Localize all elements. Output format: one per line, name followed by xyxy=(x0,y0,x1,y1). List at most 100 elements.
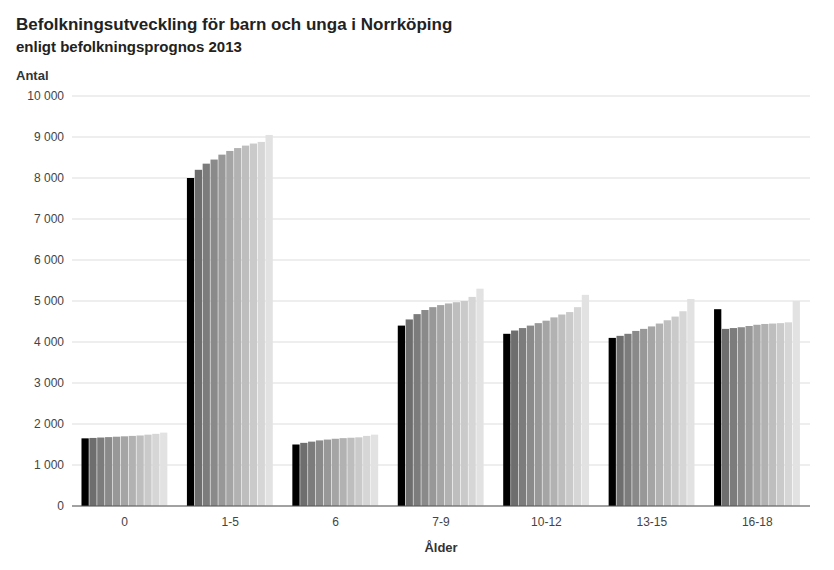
y-tick-label: 5 000 xyxy=(34,294,64,308)
x-tick-label: 16-18 xyxy=(742,515,773,529)
bar xyxy=(753,325,760,506)
x-axis: 01-567-910-1213-1516-18 xyxy=(72,506,810,529)
grid-line xyxy=(72,137,810,138)
bar xyxy=(616,336,623,506)
bar xyxy=(679,311,686,506)
bar xyxy=(316,440,323,506)
y-tick-label: 1 000 xyxy=(34,458,64,472)
bar xyxy=(664,320,671,506)
bar xyxy=(648,326,655,506)
bar xyxy=(160,433,167,506)
bar xyxy=(292,445,299,507)
x-tick-label: 13-15 xyxy=(637,515,668,529)
bar xyxy=(242,146,249,506)
bar xyxy=(632,331,639,506)
grid-line xyxy=(72,96,810,97)
bar xyxy=(730,328,737,506)
grid-line xyxy=(72,506,810,507)
bar xyxy=(656,324,663,506)
chart: Befolkningsutveckling för barn och unga … xyxy=(0,0,834,570)
bar xyxy=(687,299,694,506)
bar xyxy=(437,305,444,506)
bar xyxy=(722,329,729,506)
bar xyxy=(332,439,339,506)
bar xyxy=(550,317,557,506)
bar xyxy=(218,155,225,506)
bar xyxy=(129,436,136,506)
y-tick-label: 6 000 xyxy=(34,253,64,267)
bar xyxy=(761,324,768,506)
bar xyxy=(624,334,631,506)
bar xyxy=(137,435,144,506)
bar xyxy=(558,315,565,506)
bar xyxy=(535,323,542,506)
bar xyxy=(113,437,120,506)
bar xyxy=(250,144,257,506)
y-axis: 01 0002 0003 0004 0005 0006 0007 0008 00… xyxy=(27,89,810,513)
bar xyxy=(371,435,378,506)
bar xyxy=(609,338,616,506)
y-tick-label: 3 000 xyxy=(34,376,64,390)
bar xyxy=(738,327,745,506)
x-tick-label: 10-12 xyxy=(531,515,562,529)
grid-line xyxy=(72,301,810,302)
bar xyxy=(777,323,784,506)
x-tick-label: 6 xyxy=(332,515,339,529)
bar xyxy=(519,328,526,506)
y-tick-label: 0 xyxy=(57,499,64,513)
bar xyxy=(97,438,104,506)
bar xyxy=(640,329,647,506)
bar xyxy=(226,151,233,506)
x-axis-label: Ålder xyxy=(424,540,457,555)
bar xyxy=(355,437,362,506)
grid-line xyxy=(72,219,810,220)
x-tick-label: 7-9 xyxy=(432,515,450,529)
bar xyxy=(429,307,436,506)
bar xyxy=(347,438,354,506)
x-tick-label: 0 xyxy=(121,515,128,529)
bar xyxy=(152,434,159,506)
bar xyxy=(574,307,581,506)
bar xyxy=(714,309,721,506)
bar xyxy=(503,334,510,506)
bar xyxy=(793,301,800,506)
bar xyxy=(144,435,151,506)
bar xyxy=(210,160,217,506)
grid-line xyxy=(72,178,810,179)
bar xyxy=(81,438,88,506)
y-tick-label: 8 000 xyxy=(34,171,64,185)
y-axis-label: Antal xyxy=(16,68,49,83)
subtitle: enligt befolkningsprognos 2013 xyxy=(16,38,242,55)
bar xyxy=(406,319,413,506)
bar xyxy=(340,438,347,506)
bar xyxy=(187,178,194,506)
bar xyxy=(308,442,315,506)
bar xyxy=(89,438,96,506)
y-tick-label: 9 000 xyxy=(34,130,64,144)
bar xyxy=(566,312,573,506)
bar xyxy=(105,437,112,506)
bar xyxy=(258,142,265,506)
bar xyxy=(413,314,420,506)
bar xyxy=(745,326,752,506)
bar xyxy=(582,295,589,506)
bar xyxy=(398,326,405,506)
bar xyxy=(363,436,370,506)
bar xyxy=(769,324,776,506)
bar xyxy=(234,148,241,506)
bar xyxy=(785,322,792,506)
bar xyxy=(324,440,331,506)
y-tick-label: 10 000 xyxy=(27,89,64,103)
bar xyxy=(445,303,452,506)
bar xyxy=(121,436,128,506)
bar xyxy=(195,170,202,506)
bar xyxy=(476,289,483,506)
title: Befolkningsutveckling för barn och unga … xyxy=(16,15,452,34)
bar xyxy=(421,310,428,506)
bars xyxy=(81,135,799,506)
bar xyxy=(672,317,679,506)
bar xyxy=(511,331,518,506)
bar xyxy=(469,297,476,506)
bar xyxy=(527,326,534,506)
y-tick-label: 7 000 xyxy=(34,212,64,226)
